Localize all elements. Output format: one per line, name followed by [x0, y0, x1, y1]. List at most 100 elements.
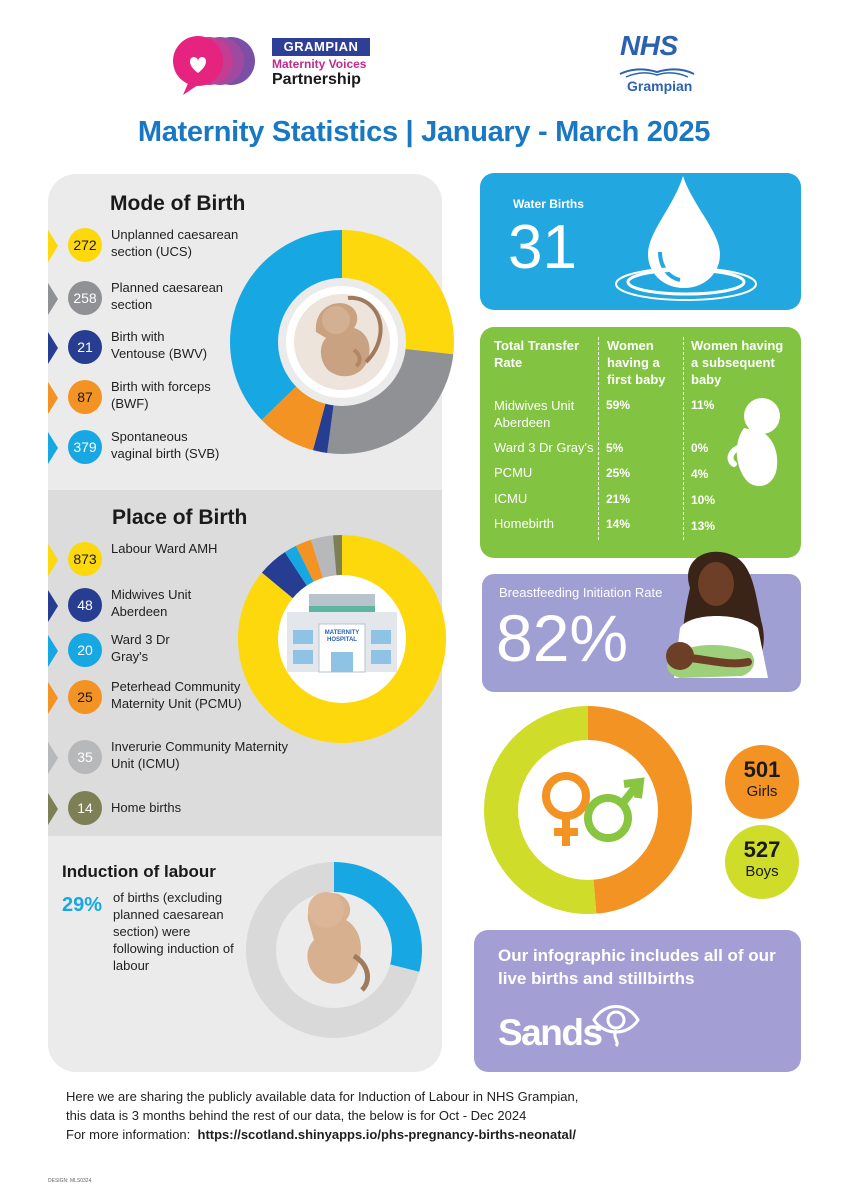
legend-label: Birth with forceps (BWF) [111, 379, 211, 411]
water-drop-icon [615, 176, 757, 301]
breastfeeding-label: Breastfeeding Initiation Rate [499, 585, 663, 600]
legend-label: Spontaneous vaginal birth (SVB) [111, 429, 220, 461]
transfer-row-first: 5% [606, 441, 624, 455]
breastfeeding-value: 82% [496, 601, 629, 675]
legend-tab [48, 332, 58, 364]
logo-grampian: GRAMPIAN [272, 38, 370, 56]
legend-tab [48, 432, 58, 464]
boys-label: Boys [745, 863, 779, 880]
legend-item-icmu: 35 Inverurie Community Maternity Unit (I… [48, 739, 288, 780]
hospital-sign: MATERNITY HOSPITAL [325, 630, 360, 643]
legend-item-pcmu: 25 Peterhead Community Maternity Unit (P… [48, 679, 248, 736]
induction-title: Induction of labour [62, 862, 216, 881]
transfer-row-unit: Midwives Unit Aberdeen [494, 398, 575, 430]
transfer-col-subsequent: Women having a subsequent baby [691, 338, 784, 387]
legend-item-planned-cs: 258 Planned caesarean section [48, 280, 248, 321]
legend-item-ventouse: 21 Birth with Ventouse (BWV) [48, 329, 248, 370]
legend-label: Ward 3 Dr Gray's [111, 632, 170, 664]
induction-text: of births (excluding planned caesarean s… [113, 890, 234, 973]
water-births-label: Water Births [513, 197, 584, 211]
legend-value: 48 [68, 588, 102, 622]
water-births-panel [480, 173, 801, 310]
girls-bubble: 501 Girls [725, 745, 799, 819]
legend-value: 379 [68, 430, 102, 464]
boys-bubble: 527 Boys [725, 825, 799, 899]
legend-value: 873 [68, 542, 102, 576]
sands-logo: Sands [498, 1012, 603, 1053]
logo-maternity-voices: Maternity Voices [272, 57, 367, 71]
legend-tab [48, 742, 58, 774]
legend-item-home-births: 14 Home births [48, 791, 248, 831]
transfer-row-first: 59% [606, 398, 631, 412]
legend-label: Unplanned caesarean section (UCS) [111, 227, 239, 259]
female-symbol-icon [542, 772, 590, 846]
legend-item-labour-ward: 873 Labour Ward AMH [48, 541, 248, 582]
transfer-row-first: 14% [606, 517, 631, 531]
legend-label: Planned caesarean section [111, 280, 224, 312]
legend-tab [48, 682, 58, 714]
transfer-row-first: 25% [606, 466, 631, 480]
transfer-row-unit: PCMU [494, 465, 533, 480]
legend-label: Inverurie Community Maternity Unit (ICMU… [111, 739, 288, 771]
footer-line: For more information: https://scotland.s… [66, 1125, 786, 1144]
induction-donut [246, 862, 422, 1038]
transfer-row-subsequent: 11% [691, 398, 715, 412]
mode-of-birth-donut [229, 230, 454, 454]
male-symbol-icon [584, 777, 645, 842]
transfer-col-first: Women having a first baby [607, 338, 666, 387]
footer-line: Here we are sharing the publicly availab… [66, 1089, 579, 1104]
induction-percent: 29% [62, 894, 103, 916]
logo-partnership: Partnership [272, 71, 361, 88]
nhs-logo-region: Grampian [627, 78, 693, 94]
hospital-icon: MATERNITY HOSPITAL [287, 594, 397, 673]
sands-eye-icon [592, 1005, 640, 1048]
legend-tab [48, 382, 58, 414]
breastfeeding-mother-icon [666, 551, 768, 678]
transfer-divider [683, 337, 684, 540]
transfer-divider [598, 337, 599, 540]
mode-of-birth-title: Mode of Birth [110, 192, 246, 215]
legend-tab [48, 544, 58, 576]
place-of-birth-title: Place of Birth [112, 506, 248, 529]
place-of-birth-donut: MATERNITY HOSPITAL [237, 535, 446, 743]
water-births-value: 31 [508, 213, 577, 282]
boys-value: 527 [743, 837, 781, 862]
transfer-row-first: 21% [606, 492, 631, 506]
nhs-logo-word: NHS [620, 30, 678, 61]
sex-ratio-donut [484, 706, 693, 914]
nhs-thistle-icon [619, 68, 695, 78]
legend-label: Labour Ward AMH [111, 541, 218, 556]
legend-value: 258 [68, 281, 102, 315]
legend-tab [48, 635, 58, 667]
footer-text: Here we are sharing the publicly availab… [66, 1087, 786, 1144]
transfer-title: Total Transfer Rate [494, 338, 580, 370]
legend-label: Home births [111, 800, 182, 815]
design-code: DESIGN: MLS0324 [48, 1178, 92, 1184]
footer-more-info: For more information: [66, 1127, 191, 1142]
transfer-row-subsequent: 0% [691, 441, 709, 455]
page-title: Maternity Statistics | January - March 2… [137, 116, 711, 148]
baby-icon [727, 398, 780, 487]
sands-text: Our infographic includes all of our live… [498, 946, 776, 988]
legend-label: Midwives Unit Aberdeen [111, 587, 192, 619]
legend-value: 272 [68, 228, 102, 262]
girls-value: 501 [743, 757, 781, 782]
legend-tab [48, 793, 58, 825]
legend-label: Peterhead Community Maternity Unit (PCMU… [111, 679, 242, 711]
legend-item-svb: 379 Spontaneous vaginal birth (SVB) [48, 429, 248, 470]
footer-link[interactable]: https://scotland.shinyapps.io/phs-pregna… [197, 1127, 576, 1142]
legend-value: 21 [68, 330, 102, 364]
legend-item-ucs: 272 Unplanned caesarean section (UCS) [48, 227, 248, 268]
transfer-row-unit: Ward 3 Dr Gray's [494, 440, 594, 455]
foetus-icon [286, 286, 398, 398]
mvp-logo-bubbles [173, 36, 255, 95]
legend-value: 14 [68, 791, 102, 825]
legend-tab [48, 230, 58, 262]
transfer-row-subsequent: 13% [691, 519, 716, 533]
legend-tab [48, 590, 58, 622]
footer-line: this data is 3 months behind the rest of… [66, 1108, 527, 1123]
legend-item-midwives-unit: 48 Midwives Unit Aberdeen [48, 587, 248, 628]
transfer-row-unit: Homebirth [494, 516, 554, 531]
legend-tab [48, 283, 58, 315]
transfer-row-subsequent: 4% [691, 467, 709, 481]
